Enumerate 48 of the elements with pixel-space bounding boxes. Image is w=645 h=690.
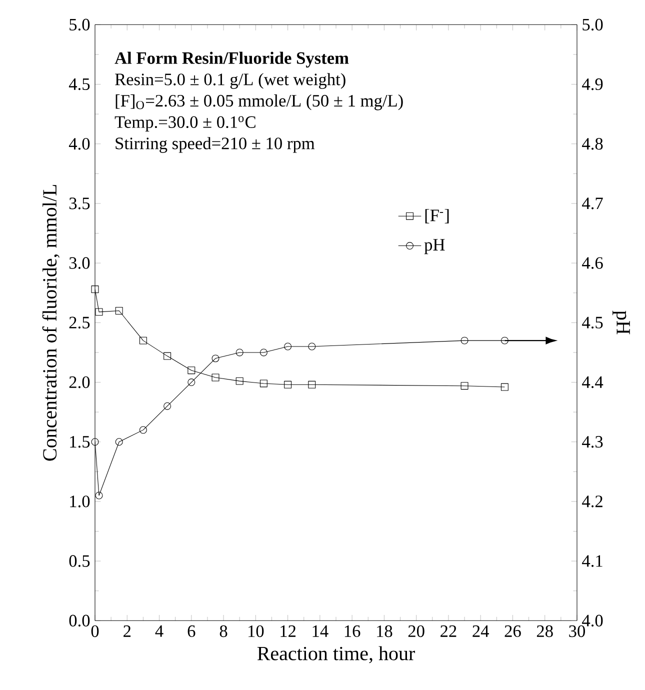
y2-tick-label: 4.9 <box>582 78 603 90</box>
legend-label: pH <box>424 239 445 254</box>
legend-label: [F$^{-}$] <box>425 209 449 224</box>
x-tick-label: 6 <box>188 625 196 638</box>
y2-tick-label: 4.6 <box>582 257 603 269</box>
y-tick-label: 4.0 <box>68 138 90 150</box>
y2-tick-label: 4.2 <box>582 496 602 508</box>
y-tick-label: 2.5 <box>69 316 90 329</box>
x-tick-label: 12 <box>280 625 296 637</box>
y2-tick-label: 5.0 <box>582 18 603 31</box>
y2-tick-label: 4.0 <box>582 614 603 627</box>
x-tick-label: 14 <box>312 625 328 637</box>
y2-tick-label: 4.8 <box>582 138 603 150</box>
x-tick-label: 28 <box>536 625 553 638</box>
x-tick-label: 2 <box>124 625 131 637</box>
x-tick-label: 0 <box>91 625 99 638</box>
y-axis-title: Concentration of fluoride, mmol/L <box>42 184 60 461</box>
y-tick-label: 3.5 <box>69 198 90 210</box>
y-tick-label: 2.0 <box>69 376 90 388</box>
x-tick-label: 22 <box>440 625 456 637</box>
x-tick-label: 24 <box>472 625 489 637</box>
y2-tick-label: 4.4 <box>582 376 604 388</box>
x-tick-label: 4 <box>155 625 164 637</box>
y-tick-label: 1.0 <box>70 496 90 508</box>
text: Al Form Resin/Fluoride System <box>114 52 349 68</box>
y-tick-label: 4.5 <box>68 78 90 90</box>
y-tick-label: 5.0 <box>70 18 90 31</box>
x-tick-label: 8 <box>220 625 228 638</box>
annotation: Stirring speed=210 ± 10 rpm <box>116 137 315 153</box>
y-tick-label: 0.5 <box>69 555 90 567</box>
x-tick-label: 30 <box>569 625 585 638</box>
y2-axis-title: pH <box>612 310 630 334</box>
annotation: [F]$_{O}$=2.63 ± 0.05 mmole/L (50 ± 1 mg/L) <box>116 94 403 110</box>
y2-tick-label: 4.7 <box>582 198 603 210</box>
y-tick-label: 3.0 <box>69 257 90 269</box>
x-tick-label: 20 <box>408 625 424 638</box>
annotation: Temp.=30.0 ± 0.1$^{o}$C <box>114 116 256 132</box>
y-tick-label: 0.0 <box>69 614 90 627</box>
x-axis-title: Reaction time, hour <box>257 646 415 664</box>
y2-tick-label: 4.1 <box>582 555 602 567</box>
x-tick-label: 10 <box>248 625 264 638</box>
y2-tick-label: 4.3 <box>582 436 603 448</box>
x-tick-label: 16 <box>344 625 360 638</box>
annotation: Resin=5.0 ± 0.1 g/L (wet weight) <box>115 73 346 89</box>
x-tick-label: 18 <box>377 625 392 638</box>
x-tick-label: 26 <box>504 625 521 638</box>
y-tick-label: 1.5 <box>70 436 90 448</box>
y2-tick-label: 4.5 <box>582 316 603 328</box>
